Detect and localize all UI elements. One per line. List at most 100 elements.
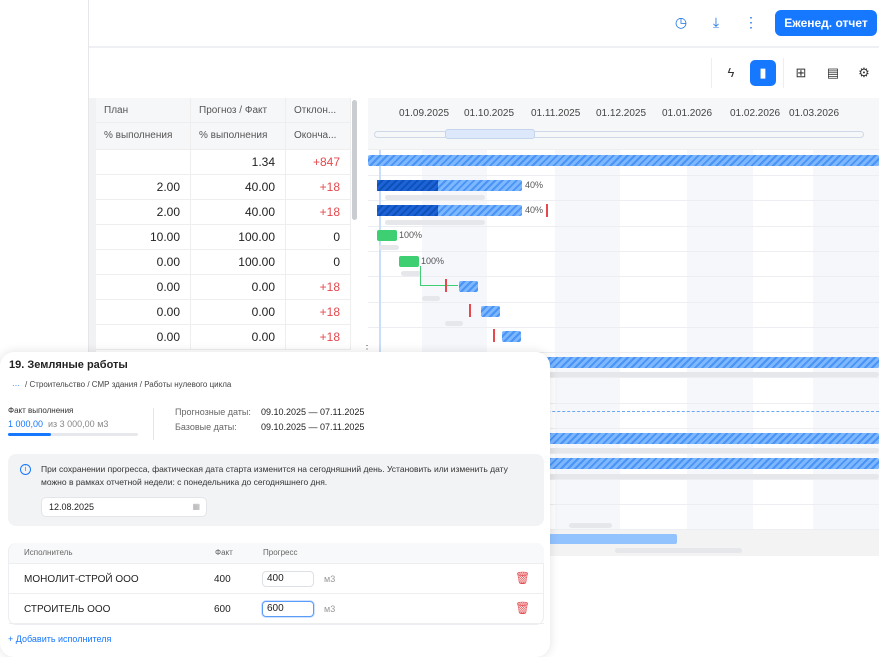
task-progress-panel: 19. Земляные работы ··· / Строительство … [0, 352, 550, 657]
cell-forecast: 0.00 [191, 275, 286, 300]
executor-fact: 400 [214, 574, 231, 585]
baseline-bar [368, 448, 879, 453]
breadcrumb[interactable]: / Строительство / СМР здания / Работы ну… [25, 380, 232, 389]
calendar-icon[interactable]: ▦ [192, 502, 200, 511]
grid-icon[interactable]: ⊞ [795, 65, 807, 80]
base-dates: 09.10.2025 — 07.11.2025 [261, 422, 365, 432]
gantt-bar-done[interactable] [377, 230, 397, 241]
cell-deviation: +18 [286, 300, 351, 325]
date-input[interactable]: 12.08.2025 ▦ [41, 497, 207, 517]
baseline-bar [569, 523, 612, 528]
weekly-report-button[interactable]: Еженед. отчет [775, 10, 877, 36]
gantt-bar-summary[interactable] [368, 433, 879, 444]
gantt-row-line [368, 428, 879, 429]
timeline-month: 01.02.2026 [730, 108, 781, 119]
cell-forecast: 40.00 [191, 175, 286, 200]
fact-progress-bar [8, 433, 138, 436]
cell-forecast: 1.34 [191, 150, 286, 175]
gantt-bar-summary[interactable] [368, 458, 879, 469]
gantt-bar-summary[interactable] [368, 357, 879, 368]
col-deviation-sub: Оконча... [286, 123, 351, 150]
timeline-scroller[interactable] [374, 131, 864, 138]
panel-title: 19. Земляные работы [9, 359, 128, 371]
cell-forecast: 0.00 [191, 300, 286, 325]
fact-total: из 3 000,00 м3 [48, 419, 109, 429]
cell-forecast: 0.00 [191, 325, 286, 350]
baseline-bar [401, 271, 421, 276]
gantt-pct: 40% [525, 180, 544, 190]
gantt-row-line [368, 200, 879, 201]
gantt-row-line [368, 175, 879, 176]
gantt-row-line [368, 529, 879, 530]
gantt-row-line [368, 302, 879, 303]
col-plan-header[interactable]: План [96, 98, 191, 123]
gantt-bar-done[interactable] [399, 256, 419, 267]
unit: м3 [324, 574, 336, 584]
gantt-bar[interactable] [502, 331, 521, 342]
breadcrumb-more[interactable]: ··· [12, 381, 20, 390]
baseline-bar [368, 372, 879, 377]
gantt-row-line [368, 352, 879, 353]
cell-plan: 0.00 [96, 300, 191, 325]
gantt-bar[interactable] [377, 205, 522, 216]
progress-input[interactable]: 400 [262, 571, 314, 587]
col-deviation-header[interactable]: Отклон... [286, 98, 351, 123]
executor-name: МОНОЛИТ-СТРОЙ ООО [24, 574, 139, 585]
gantt-bar-progress [377, 205, 438, 216]
unit: м3 [324, 604, 336, 614]
frozen-column-edge [89, 98, 96, 358]
resize-handle-icon[interactable]: ⋮ [362, 344, 372, 355]
gantt-row-line [368, 251, 879, 252]
gear-icon[interactable]: ⚙ [858, 65, 870, 80]
add-executor-link[interactable]: + Добавить исполнителя [8, 634, 112, 644]
lightning-icon[interactable]: ϟ [727, 65, 735, 80]
gantt-bar[interactable] [481, 306, 500, 317]
fact-label: Факт выполнения [8, 406, 74, 415]
baseline-bar [379, 245, 399, 250]
cell-deviation: +18 [286, 275, 351, 300]
cell-plan: 2.00 [96, 200, 191, 225]
gantt-bar[interactable] [377, 180, 522, 191]
gantt-row-line [368, 226, 879, 227]
progress-input[interactable]: 600 [262, 601, 314, 617]
trash-icon[interactable]: 🗑 [515, 601, 531, 615]
gantt-pct: 100% [421, 256, 445, 266]
timeline-month: 01.12.2025 [596, 108, 647, 119]
dependency-link [420, 285, 458, 286]
executor-row: СТРОИТЕЛЬ ООО 600 600 м3 🗑 [9, 594, 544, 624]
cell-plan: 0.00 [96, 250, 191, 275]
cell-forecast: 40.00 [191, 200, 286, 225]
timeline-month: 01.01.2026 [662, 108, 713, 119]
gantt-bar-selected[interactable] [549, 534, 677, 544]
table-icon[interactable]: ▤ [826, 65, 840, 80]
gantt-bar[interactable] [459, 281, 478, 292]
cell-deviation: +18 [286, 325, 351, 350]
gantt-row-line [368, 377, 879, 378]
exec-header-name: Исполнитель [24, 548, 73, 557]
executor-row: МОНОЛИТ-СТРОЙ ООО 400 400 м3 🗑 [9, 564, 544, 594]
header-bar: ◷ ⤓ ⋮ Еженед. отчет [89, 0, 879, 48]
cell-deviation: 0 [286, 225, 351, 250]
gantt-row-line [368, 327, 879, 328]
divider [153, 408, 154, 440]
more-vertical-icon[interactable]: ⋮ [744, 14, 758, 30]
gantt-row-line [368, 403, 879, 404]
trash-icon[interactable]: 🗑 [515, 571, 531, 585]
gantt-row-line [368, 276, 879, 277]
table-scrollbar[interactable] [352, 100, 357, 220]
executor-name: СТРОИТЕЛЬ ООО [24, 604, 111, 615]
timeline-scroll-thumb[interactable] [445, 129, 535, 139]
gantt-bar-summary[interactable] [368, 155, 879, 166]
deviation-marker [546, 204, 548, 217]
download-icon[interactable]: ⤓ [712, 14, 720, 30]
gantt-row-line [368, 479, 879, 480]
chart-bar-icon[interactable]: ▮ [750, 60, 776, 86]
date-value: 12.08.2025 [49, 502, 95, 512]
cell-plan: 0.00 [96, 325, 191, 350]
col-forecast-header[interactable]: Прогноз / Факт [191, 98, 286, 123]
gantt-row-line [368, 504, 879, 505]
clock-icon[interactable]: ◷ [674, 14, 688, 30]
executor-fact: 600 [214, 604, 231, 615]
gantt-pct: 100% [399, 230, 423, 240]
cell-forecast: 100.00 [191, 250, 286, 275]
